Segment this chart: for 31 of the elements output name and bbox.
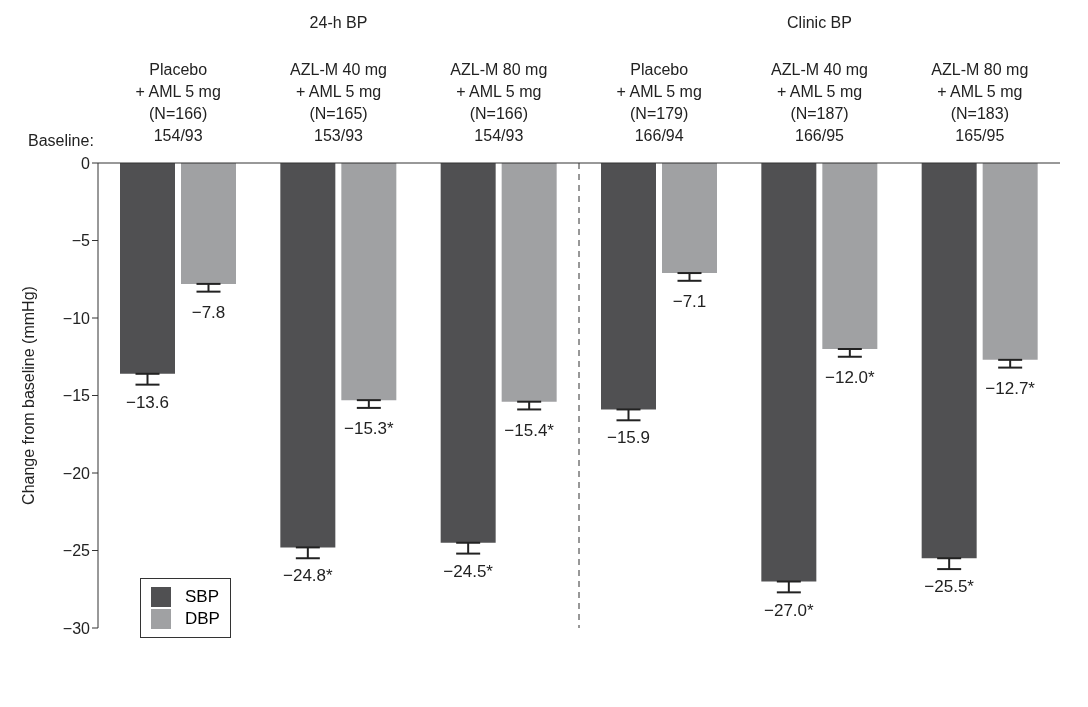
data-label: −13.6	[125, 392, 170, 412]
y-tick-label: −30	[62, 619, 91, 637]
y-tick-label: 0	[81, 154, 91, 172]
y-tick-label: −5	[71, 232, 91, 250]
y-tick-label: −10	[62, 309, 91, 327]
data-label: −12.0*	[825, 368, 876, 387]
data-label: −24.8*	[283, 566, 334, 586]
y-axis-title: Change from baseline (mmHg)	[19, 286, 37, 505]
data-label: −27.0*	[764, 600, 815, 620]
data-label: −7.1	[672, 292, 707, 312]
x-tick-label: AZL-M 40 mg + AML 5 mg (N=187) 166/95	[771, 61, 868, 144]
y-tick-label: −15	[62, 387, 91, 405]
text: Baseline:	[28, 132, 94, 150]
data-label: −15.4*	[504, 420, 555, 440]
y-tick-label: −20	[62, 464, 91, 482]
text: 24-h BP	[308, 14, 369, 32]
data-label: −12.7*	[985, 378, 1036, 398]
data-label: −7.8	[191, 302, 226, 322]
legend-label: SBP	[185, 587, 220, 607]
y-tick-label: −25	[62, 542, 91, 560]
data-label: −15.9	[606, 428, 651, 448]
data-label: −25.5*	[924, 577, 975, 597]
x-tick-label: AZL-M 40 mg + AML 5 mg (N=165) 153/93	[290, 61, 387, 144]
x-tick-label: AZL-M 80 mg + AML 5 mg (N=166) 154/93	[450, 61, 548, 144]
x-tick-label: AZL-M 80 mg + AML 5 mg (N=183) 165/95	[931, 61, 1029, 144]
data-label: −24.5*	[443, 561, 494, 581]
x-tick-label: Placebo + AML 5 mg (N=166) 154/93	[135, 61, 221, 144]
data-label: −15.3*	[344, 419, 395, 439]
x-tick-label: Placebo + AML 5 mg (N=179) 166/94	[616, 61, 702, 144]
text: Clinic BP	[786, 14, 853, 32]
legend-label: DBP	[185, 609, 220, 629]
